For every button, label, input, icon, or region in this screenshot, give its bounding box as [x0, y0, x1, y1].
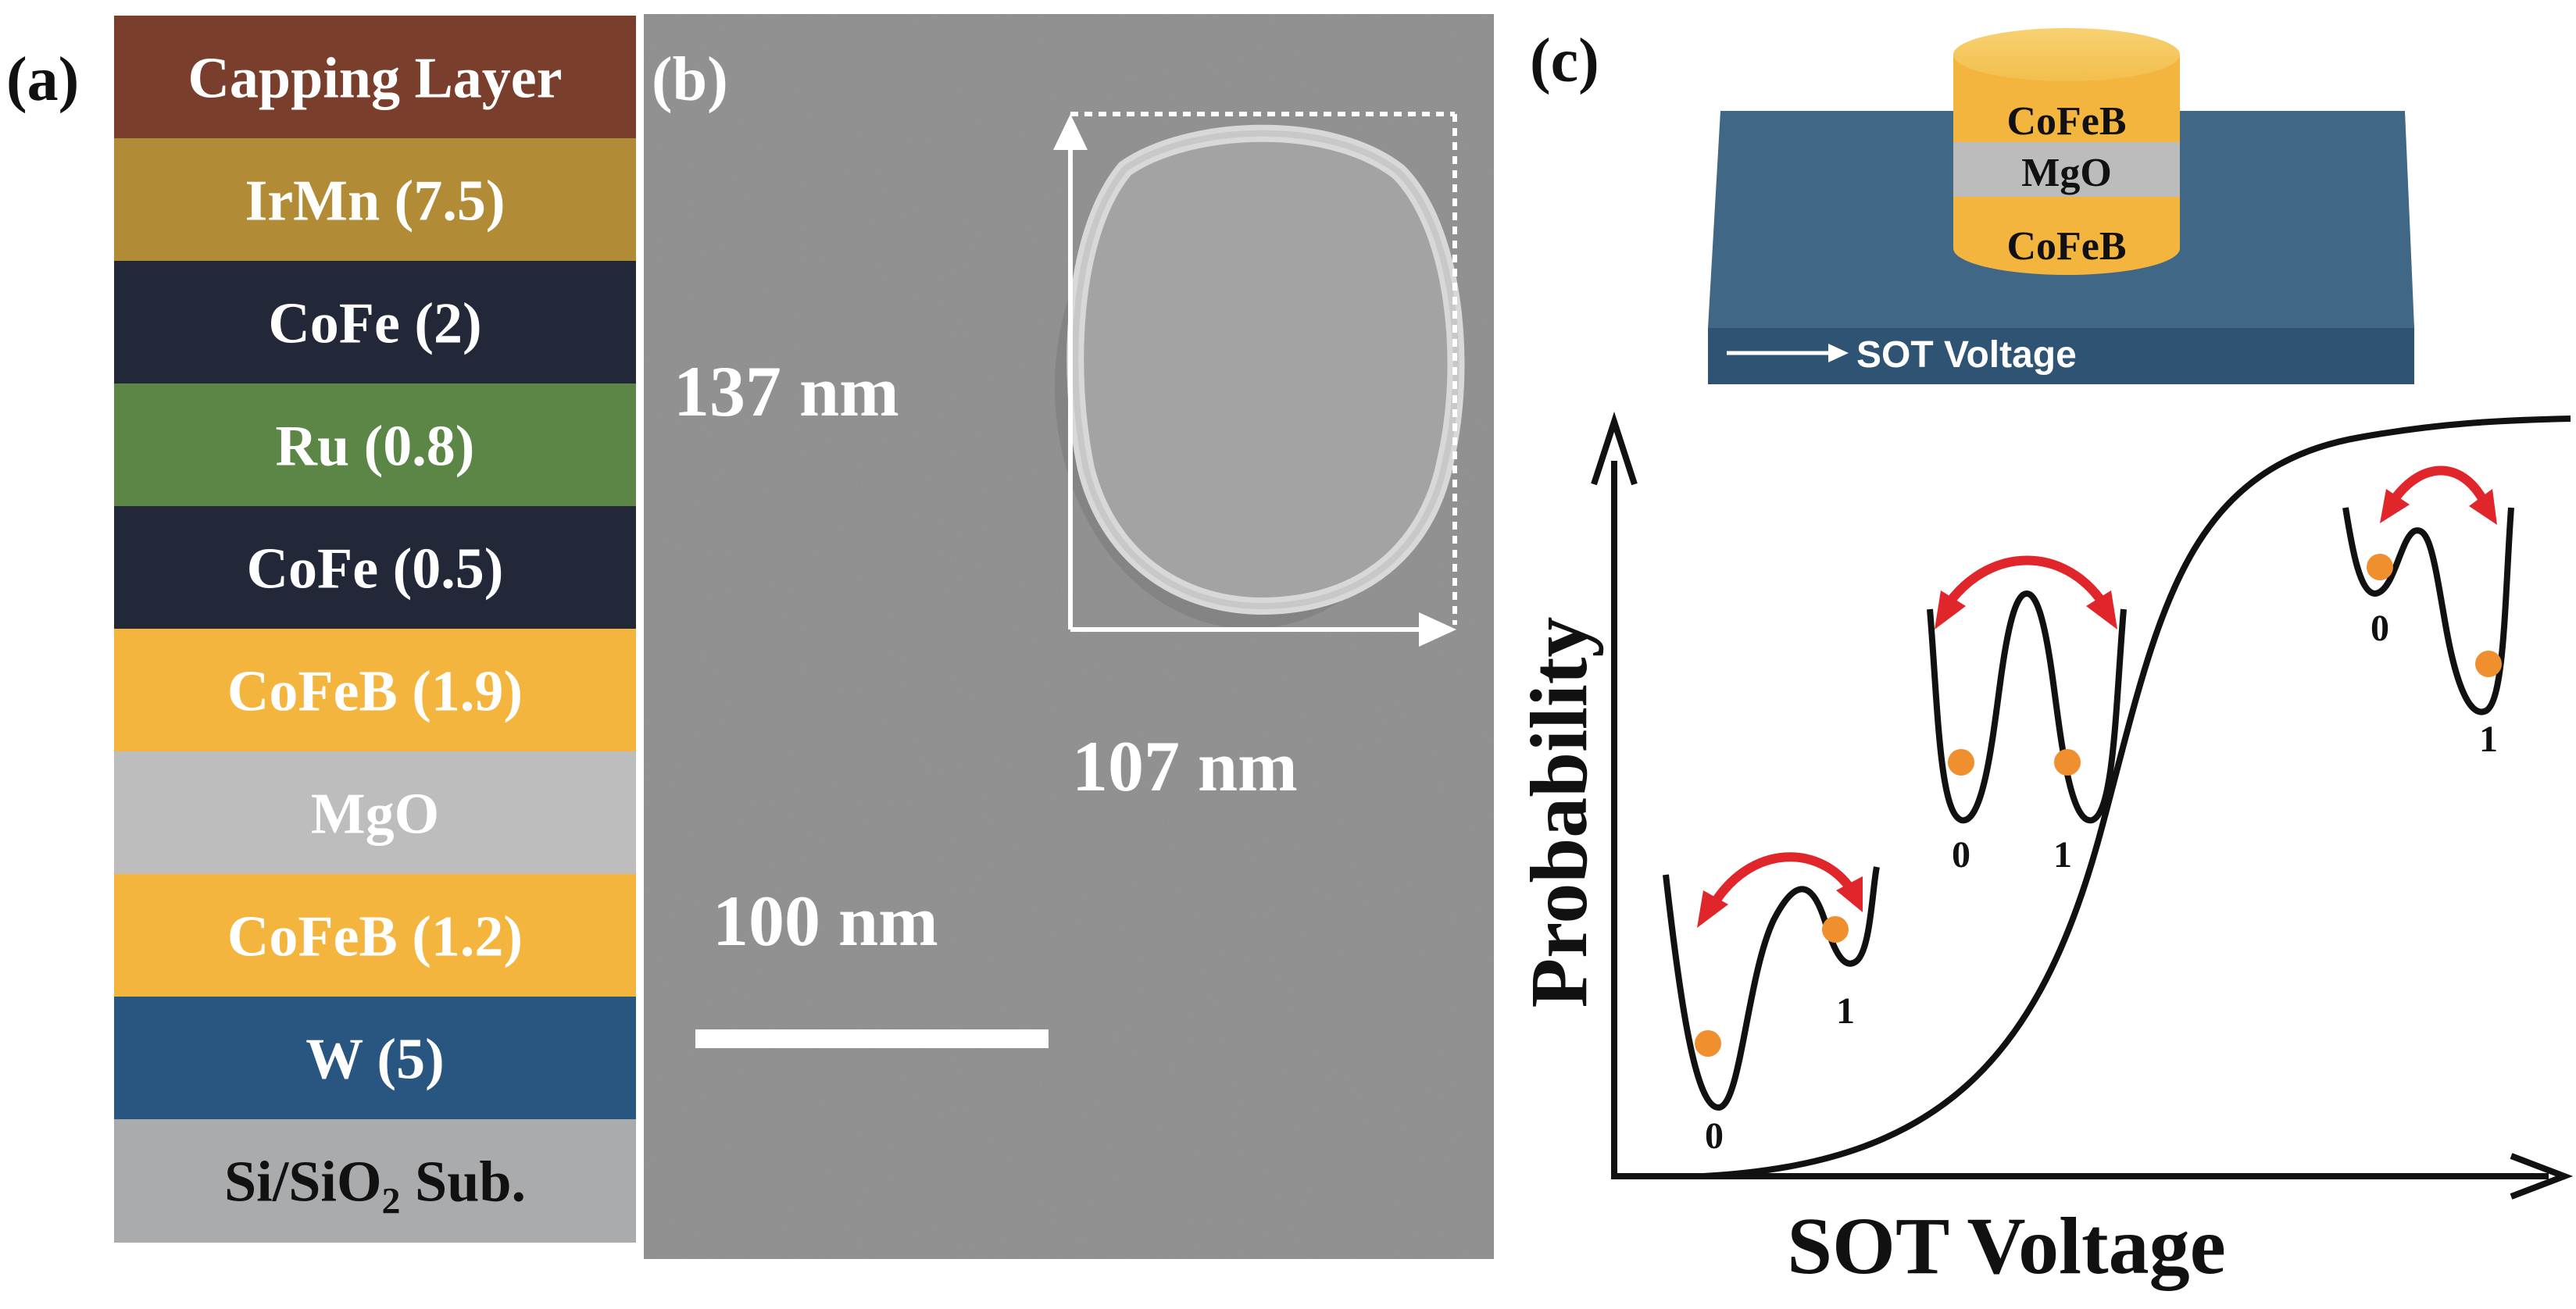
- well-mid-ball-left: [1948, 749, 1974, 776]
- panel-a: (a) Capping Layer IrMn (7.5) CoFe (2) Ru (0…: [6, 0, 644, 1309]
- panel-c: (c) SOT Voltage CoFeB MgO CoFeB SOT Volt…: [1514, 27, 2574, 1291]
- layer-7-label: CoFeB (1.2): [227, 905, 523, 969]
- sot-channel-side: [1708, 328, 2414, 384]
- well-mid-curve: [1927, 590, 2127, 824]
- channel-label: SOT Voltage: [1856, 334, 2077, 376]
- well-mid-state-0: 0: [1952, 834, 1970, 876]
- well-low-state-1: 1: [1836, 990, 1855, 1032]
- bottom-layer-label: CoFeB: [2006, 224, 2126, 269]
- well-mid-arrow-left-head: [1935, 590, 1966, 630]
- layer-9-label: Si/SiO2 Sub.: [224, 1150, 526, 1222]
- well-high-arrow-left-head: [2380, 489, 2410, 523]
- well-mid-ball-right: [2054, 749, 2081, 776]
- layer-3-label: Ru (0.8): [276, 415, 475, 479]
- well-low-state-0: 0: [1705, 1115, 1724, 1157]
- pillar-bottom-cofeb: [1953, 187, 2180, 275]
- layer-6-label: MgO: [311, 783, 439, 847]
- layer-8-block: [114, 997, 636, 1120]
- well-high-state-1: 1: [2479, 719, 2498, 760]
- y-axis-label: Probability: [1514, 617, 1604, 1008]
- layer-7-block: [114, 874, 636, 997]
- channel-arrow-head: [1828, 344, 1849, 362]
- well-high-arrow-right-head: [2469, 489, 2497, 525]
- scalebar: [695, 1029, 1049, 1048]
- dimension-box: [1053, 112, 1457, 647]
- probability-curve: [1702, 416, 2571, 1179]
- well-mid-state-1: 1: [2053, 834, 2072, 876]
- layer-8-label: W (5): [305, 1028, 444, 1092]
- well-low-ball-right: [1822, 916, 1849, 943]
- panel-b-label: (b): [652, 45, 728, 114]
- well-high-state-0: 0: [2371, 608, 2389, 649]
- nanopillar-particle: [1055, 124, 1465, 629]
- height-label: 137 nm: [673, 351, 899, 431]
- well-low-ball: [1695, 1030, 1721, 1057]
- energy-well-high: 0 1: [2342, 465, 2514, 760]
- layer-9-block: [114, 1119, 636, 1243]
- y-axis-arrow: [1591, 412, 1638, 486]
- width-label: 107 nm: [1072, 726, 1298, 806]
- panel-b: (b) 137 nm 107 nm 100 nm: [644, 14, 1494, 1259]
- layer-2-block: [114, 261, 636, 384]
- well-high-ball-left: [2367, 554, 2393, 580]
- layer-5-label: CoFeB (1.9): [227, 660, 523, 724]
- layer-0-block: [114, 16, 636, 139]
- pillar-top-face: [1953, 28, 2180, 81]
- energy-well-low: 0 1: [1663, 852, 1880, 1157]
- panel-c-label: (c): [1530, 27, 1599, 95]
- axes: SOT Voltage Probability: [1514, 412, 2574, 1291]
- layer-4-block: [114, 506, 636, 630]
- layer-6-block: [114, 751, 636, 875]
- x-axis-label: SOT Voltage: [1787, 1201, 2226, 1291]
- well-mid-arrow-right-head: [2086, 590, 2117, 630]
- layer-0-label: Capping Layer: [188, 47, 562, 111]
- well-low-arrow-right-head: [1836, 876, 1863, 912]
- well-low-arrow-left-head: [1697, 890, 1728, 928]
- well-low-curve: [1663, 866, 1880, 1111]
- panel-separator: [636, 0, 644, 1309]
- well-high-arrow: [2390, 465, 2488, 503]
- layer-stack: Capping Layer IrMn (7.5) CoFe (2) Ru (0.8) C…: [114, 0, 644, 1309]
- pillar-mgo: [1953, 142, 2180, 197]
- scalebar-label: 100 nm: [713, 881, 938, 961]
- panel-a-label: (a): [6, 45, 79, 114]
- middle-layer-label: MgO: [2021, 151, 2112, 195]
- x-axis-arrow: [2510, 1153, 2574, 1200]
- layer-1-label: IrMn (7.5): [245, 169, 506, 234]
- top-layer-label: CoFeB: [2006, 99, 2126, 144]
- layer-5-block: [114, 629, 636, 752]
- well-high-ball-right: [2475, 651, 2502, 677]
- energy-well-mid: 0 1: [1927, 555, 2127, 876]
- mtj-device: SOT Voltage CoFeB MgO CoFeB: [1708, 28, 2414, 384]
- well-low-arrow: [1708, 852, 1856, 909]
- well-mid-arrow: [1946, 555, 2106, 605]
- layer-2-label: CoFe (2): [268, 292, 481, 356]
- layer-3-block: [114, 383, 636, 507]
- layer-1-block: [114, 138, 636, 262]
- well-high-curve: [2342, 507, 2514, 715]
- layer-4-label: CoFe (0.5): [247, 537, 504, 601]
